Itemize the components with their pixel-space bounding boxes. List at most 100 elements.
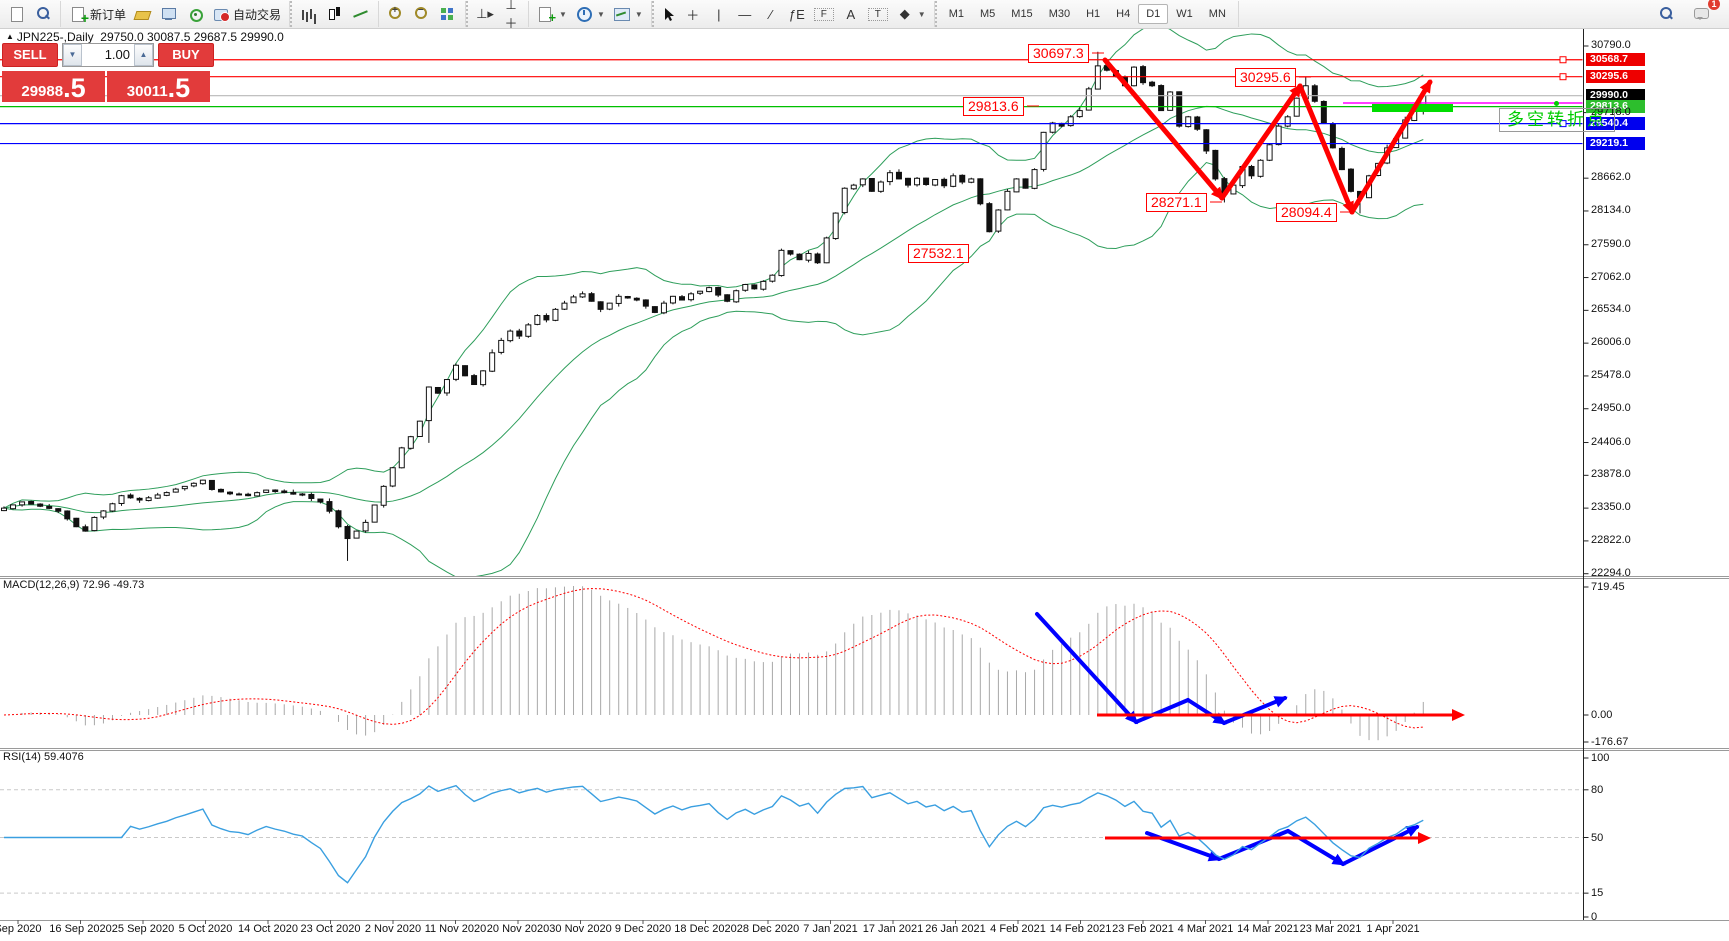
- trend-arrow[interactable]: [1217, 829, 1290, 861]
- timeframe-m15[interactable]: M15: [1011, 8, 1033, 20]
- candle-body: [425, 386, 432, 422]
- equidistant-tool-button[interactable]: F: [810, 2, 838, 26]
- trend-arrow[interactable]: [1222, 696, 1288, 725]
- main-toolbar: 新订单 自动交易 ⊥▸ ⊥＋ ▼ ▼ ▼ ＋ | — ∕ ƒE F: [0, 0, 1729, 31]
- hline-handle[interactable]: [1559, 73, 1567, 81]
- notifications-button[interactable]: 1: [1689, 0, 1720, 26]
- candle-body: [1049, 122, 1056, 133]
- dropdown-arrow-icon: ▼: [559, 9, 567, 19]
- trend-arrow[interactable]: [1219, 83, 1303, 201]
- swing-price-label[interactable]: 28094.4: [1276, 203, 1337, 222]
- new-chart-button[interactable]: [4, 2, 30, 26]
- trend-arrow[interactable]: [1035, 612, 1139, 725]
- auto-scroll-button[interactable]: ⊥▸: [472, 2, 498, 26]
- timeframe-m1[interactable]: M1: [948, 8, 964, 20]
- zoom-out-button[interactable]: [409, 2, 435, 26]
- candle-body: [1158, 85, 1165, 112]
- swing-price-label[interactable]: 28271.1: [1146, 193, 1207, 212]
- buy-price[interactable]: 30011.5: [107, 71, 210, 102]
- line-chart-button[interactable]: [348, 2, 374, 26]
- arrows-tool-button[interactable]: ◆ ▼: [892, 2, 930, 26]
- fibo-tool-button[interactable]: ƒE: [784, 2, 810, 26]
- timeframe-h1[interactable]: H1: [1086, 8, 1101, 20]
- bar-chart-button[interactable]: [296, 2, 322, 26]
- hline-handle[interactable]: [1559, 120, 1567, 128]
- sell-button[interactable]: SELL: [2, 43, 58, 67]
- trend-arrow[interactable]: [1286, 829, 1346, 866]
- buy-price-int: 30011: [126, 83, 168, 100]
- signals-button[interactable]: [182, 2, 208, 26]
- cursor-tool-button[interactable]: [658, 2, 680, 26]
- candlestick-button[interactable]: [322, 2, 348, 26]
- autotrade-button[interactable]: 自动交易: [208, 2, 285, 26]
- sell-price[interactable]: 29988.5: [2, 71, 105, 102]
- candle-body: [1067, 116, 1074, 127]
- swing-price-label[interactable]: 27532.1: [908, 244, 969, 263]
- timeframe-w1[interactable]: W1: [1176, 8, 1193, 20]
- timeframe-m5[interactable]: M5: [980, 8, 996, 20]
- volume-up-button[interactable]: ▲: [134, 44, 153, 66]
- clock-icon: [575, 6, 593, 22]
- trendline-tool-button[interactable]: ∕: [758, 2, 784, 26]
- hline-handle[interactable]: [1559, 56, 1567, 64]
- dropdown-arrow-icon: ▼: [634, 9, 643, 19]
- trend-arrow[interactable]: [1102, 57, 1225, 201]
- textlabel-tool-button[interactable]: T: [864, 2, 892, 26]
- chart-preview-button[interactable]: [30, 2, 56, 26]
- trend-arrow[interactable]: [1134, 698, 1190, 724]
- tile-windows-button[interactable]: [435, 2, 461, 26]
- candle-body: [1338, 147, 1345, 171]
- candle-body: [453, 364, 459, 380]
- buy-button[interactable]: BUY: [158, 43, 214, 67]
- candle-body: [100, 510, 107, 518]
- periods-button[interactable]: ▼: [571, 2, 609, 26]
- swing-price-label[interactable]: 29813.6: [963, 97, 1024, 116]
- zoom-in-button[interactable]: [383, 2, 409, 26]
- candle-body: [570, 296, 577, 304]
- candle-body: [651, 306, 658, 313]
- candle-body: [823, 237, 830, 264]
- chart-shift-button[interactable]: ⊥＋: [498, 0, 524, 31]
- search-button[interactable]: [1653, 2, 1679, 26]
- terminal-button[interactable]: [156, 2, 182, 26]
- timeframe-group: M1 M5 M15 M30 H1 H4 D1 W1 MN: [934, 1, 1239, 27]
- swing-price-label[interactable]: 30295.6: [1235, 68, 1296, 87]
- timeframe-mn[interactable]: MN: [1208, 8, 1226, 20]
- candle-body: [697, 290, 704, 294]
- volume-down-button[interactable]: ▼: [63, 44, 82, 66]
- templates-button[interactable]: ▼: [609, 2, 647, 26]
- candle-body: [398, 447, 405, 469]
- candle-body: [326, 501, 333, 512]
- indicators-button[interactable]: ▼: [533, 2, 571, 26]
- candle-body: [1140, 66, 1147, 84]
- trend-arrow[interactable]: [1341, 825, 1420, 866]
- candle-body: [1320, 100, 1327, 124]
- candle-body: [263, 489, 270, 493]
- candle-body: [272, 489, 279, 493]
- candle-body: [362, 521, 369, 532]
- candle-body: [796, 253, 803, 261]
- trend-arrow[interactable]: [1297, 83, 1355, 215]
- note-text-object[interactable]: 多空转折点: [1499, 108, 1615, 132]
- market-watch-button[interactable]: [130, 2, 156, 26]
- text-icon: A: [846, 6, 856, 22]
- timeframe-h4[interactable]: H4: [1116, 8, 1131, 20]
- crosshair-tool-button[interactable]: ＋: [680, 2, 706, 26]
- timeframe-m30[interactable]: M30: [1048, 8, 1071, 20]
- candle-body: [724, 294, 731, 302]
- new-order-button[interactable]: 新订单: [65, 2, 130, 26]
- document-icon: [8, 6, 26, 22]
- swing-price-label[interactable]: 30697.3: [1028, 44, 1089, 63]
- vline-tool-button[interactable]: |: [706, 2, 732, 26]
- trend-arrow[interactable]: [1186, 698, 1227, 725]
- candle-body: [516, 330, 523, 337]
- sell-price-int: 29988: [21, 83, 64, 100]
- text-tool-button[interactable]: A: [838, 2, 864, 26]
- trend-arrow[interactable]: [1349, 79, 1433, 215]
- timeframe-d1[interactable]: D1: [1138, 4, 1169, 24]
- volume-input[interactable]: 1.00: [104, 47, 130, 62]
- zoom-in-icon: [387, 5, 405, 22]
- candle-body: [335, 510, 342, 528]
- hline-tool-button[interactable]: —: [732, 2, 758, 26]
